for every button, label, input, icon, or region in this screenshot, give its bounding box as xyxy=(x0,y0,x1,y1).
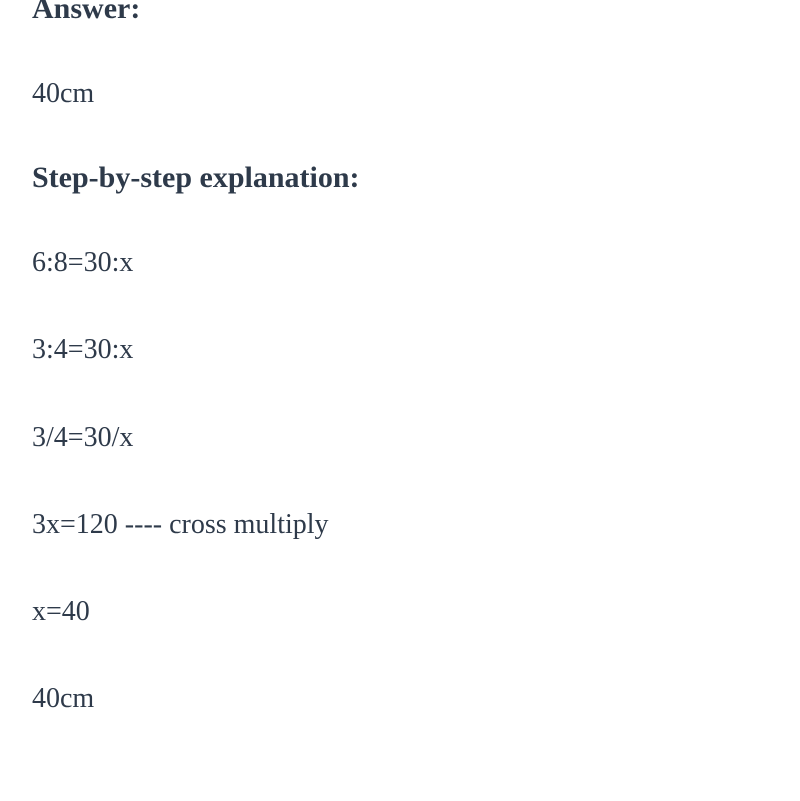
explanation-heading: Step-by-step explanation: xyxy=(32,161,768,195)
step-line: 3/4=30/x xyxy=(32,418,768,457)
document-content: Answer: 40cm Step-by-step explanation: 6… xyxy=(32,0,768,718)
step-line: 40cm xyxy=(32,679,768,718)
step-line: x=40 xyxy=(32,592,768,631)
step-line: 3x=120 ---- cross multiply xyxy=(32,505,768,544)
step-line: 6:8=30:x xyxy=(32,243,768,282)
step-line: 3:4=30:x xyxy=(32,330,768,369)
answer-value: 40cm xyxy=(32,74,768,113)
answer-heading: Answer: xyxy=(32,0,768,26)
